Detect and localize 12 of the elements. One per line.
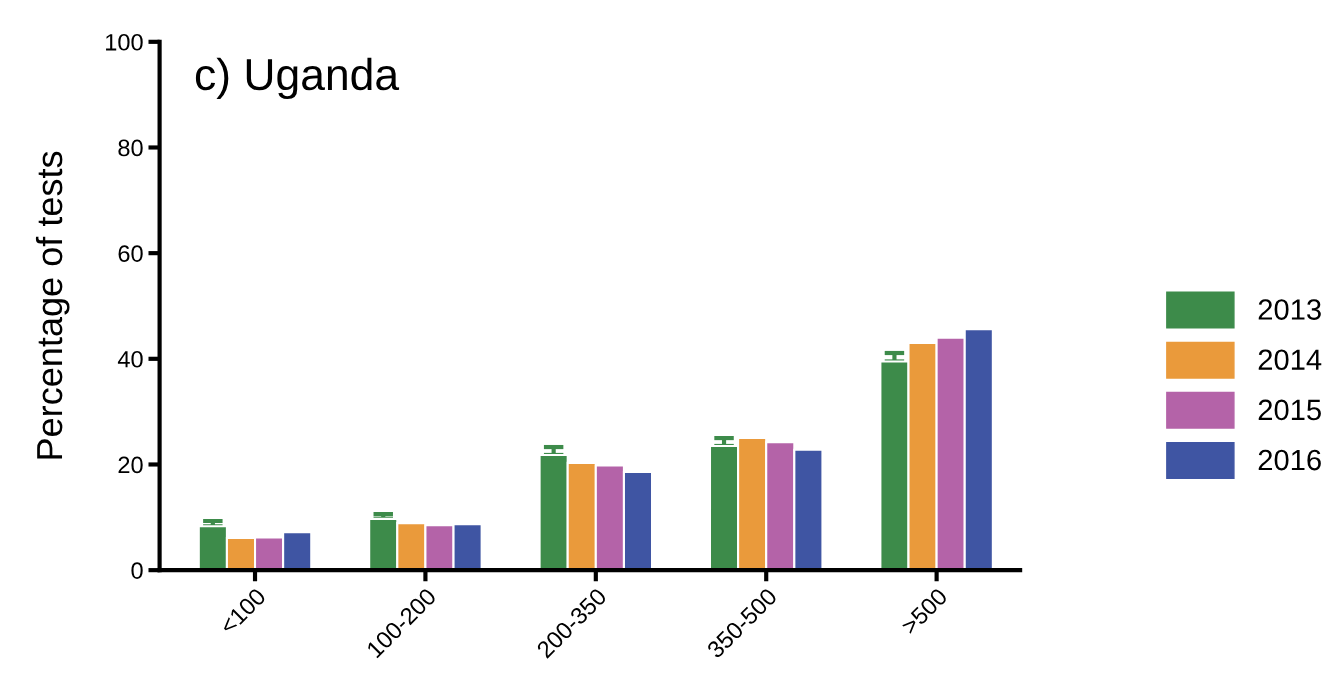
chart-title: c) Uganda xyxy=(195,57,400,100)
y-tick-label: 80 xyxy=(118,139,143,157)
y-tick-label: 40 xyxy=(117,350,143,368)
legend-label: 2015 xyxy=(1258,399,1321,421)
legend-label: 2013 xyxy=(1258,299,1321,320)
y-tick-label: 100 xyxy=(106,33,143,51)
legend-label: 2016 xyxy=(1258,449,1321,471)
y-axis-title: Percentage of tests xyxy=(35,151,70,459)
y-tick-label: 60 xyxy=(118,245,143,262)
y-tick-label: 0 xyxy=(131,562,143,579)
legend-label: 2014 xyxy=(1258,349,1322,371)
y-tick-label: 20 xyxy=(118,456,143,474)
